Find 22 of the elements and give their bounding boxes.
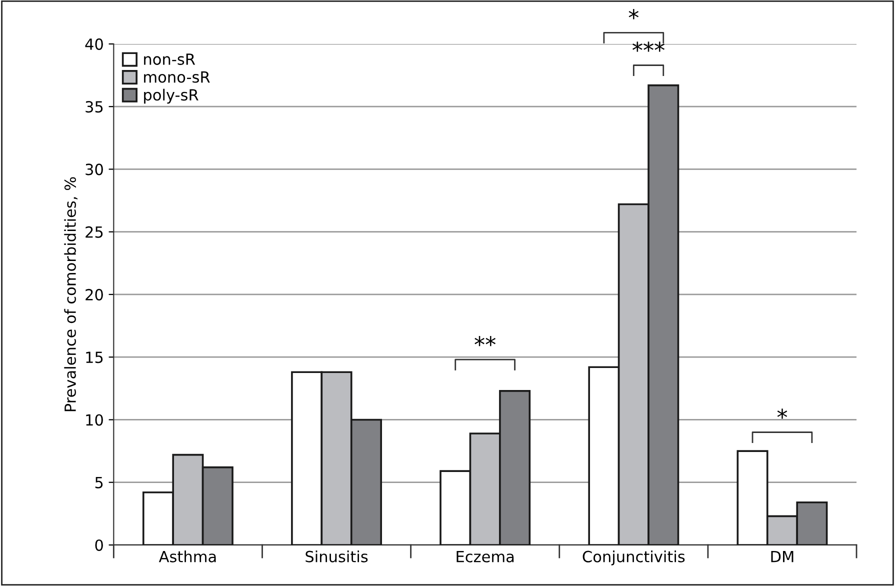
y-tick-label: 10 xyxy=(86,414,103,426)
y-tick-label: 35 xyxy=(86,101,103,113)
x-tick-label: Conjunctivitis xyxy=(582,550,685,566)
y-tick-label: 5 xyxy=(95,477,103,488)
y-axis-title: Prevalence of comorbidities, % xyxy=(64,177,78,412)
x-tick-label: Asthma xyxy=(158,550,216,562)
annotation: * xyxy=(777,408,788,419)
x-tick-label: DM xyxy=(771,551,794,562)
x-tick-label: Eczema xyxy=(456,551,514,562)
y-tick-label: 30 xyxy=(86,164,103,176)
legend-label: non-sR xyxy=(144,54,196,65)
text: * xyxy=(628,9,639,20)
legend-label: mono-sR xyxy=(144,71,210,83)
y-tick-label: 0 xyxy=(95,539,103,551)
annotation: *** xyxy=(632,42,665,52)
x-tick-label: Sinusitis xyxy=(306,550,368,562)
y-tick-label: 15 xyxy=(86,352,103,364)
annotation: ** xyxy=(474,336,496,346)
y-tick-label: 20 xyxy=(86,288,103,300)
y-tick-label: 40 xyxy=(85,38,103,50)
y-tick-label: 25 xyxy=(86,226,103,238)
legend-label: poly-sR xyxy=(144,88,198,104)
